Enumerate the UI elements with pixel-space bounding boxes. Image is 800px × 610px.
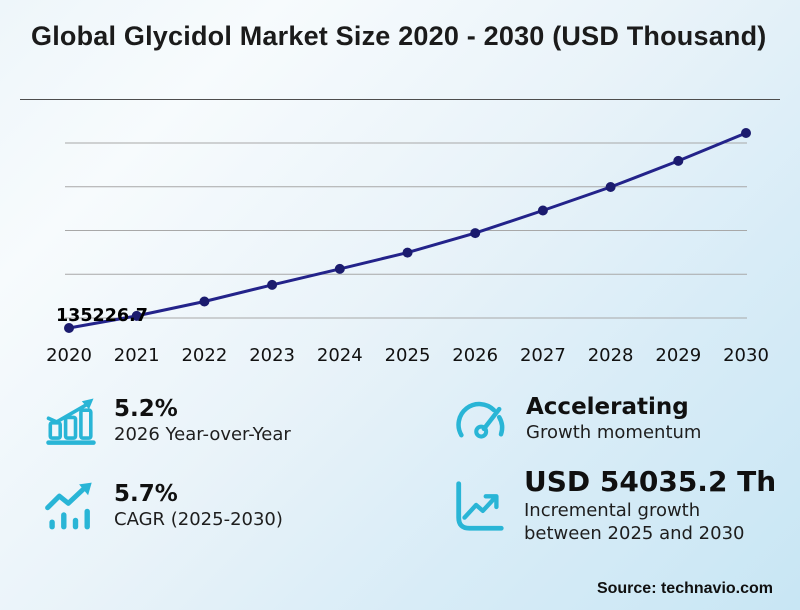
svg-text:2021: 2021 <box>114 345 160 366</box>
svg-text:2030: 2030 <box>723 345 769 366</box>
title-divider <box>20 99 780 100</box>
trend-arrow-bars-icon <box>45 482 92 530</box>
stat-incremental-growth: USD 54035.2 Th Incremental growth betwee… <box>450 465 777 545</box>
bar-chart-growth-icon <box>46 398 96 445</box>
svg-text:2026: 2026 <box>452 345 498 366</box>
stat-yoy: 5.2% 2026 Year-over-Year <box>44 394 291 448</box>
page-title: Global Glycidol Market Size 2020 - 2030 … <box>31 21 767 51</box>
stat-momentum-value: Accelerating <box>526 393 689 420</box>
stat-yoy-value: 5.2% <box>114 395 178 422</box>
stat-momentum-label: Growth momentum <box>526 421 702 443</box>
svg-text:2028: 2028 <box>588 345 634 366</box>
source-attribution: Source: technavio.com <box>596 580 773 597</box>
stat-momentum: Accelerating Growth momentum <box>456 392 701 446</box>
stat-cagr-value: 5.7% <box>114 480 178 507</box>
stat-cagr-label: CAGR (2025-2030) <box>114 508 283 530</box>
stat-cagr: 5.7% CAGR (2025-2030) <box>44 479 283 533</box>
svg-text:2025: 2025 <box>385 345 431 366</box>
svg-text:2024: 2024 <box>317 345 363 366</box>
svg-text:2027: 2027 <box>520 345 566 366</box>
svg-text:2022: 2022 <box>181 345 227 366</box>
stat-incremental-value: USD 54035.2 Th <box>524 465 777 498</box>
svg-text:2020: 2020 <box>46 345 92 366</box>
stat-yoy-label: 2026 Year-over-Year <box>114 423 291 445</box>
market-line-chart: 2020 2021 2022 2023 2024 2025 2026 2027 2028 2029… <box>46 128 769 366</box>
svg-text:2023: 2023 <box>249 345 295 366</box>
svg-text:2029: 2029 <box>655 345 701 366</box>
svg-text:135226.7: 135226.7 <box>56 306 148 326</box>
gauge-icon <box>456 401 505 439</box>
chart-frame-arrow-icon <box>456 480 504 531</box>
stat-incremental-label: Incremental growth between 2025 and 2030 <box>524 500 745 544</box>
